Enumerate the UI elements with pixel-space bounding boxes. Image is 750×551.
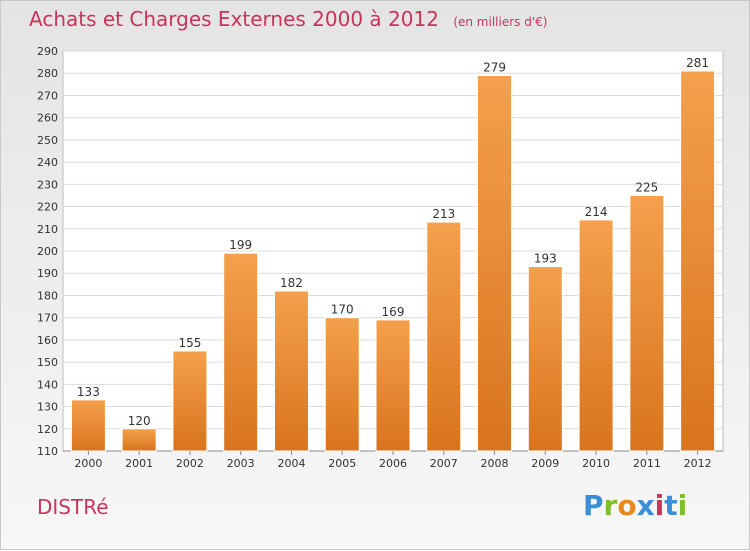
logo-letter: r xyxy=(603,489,618,522)
logo-letter: P xyxy=(583,489,604,522)
bar-2009 xyxy=(527,266,563,452)
y-tick-label: 240 xyxy=(37,156,58,169)
y-tick-label: 200 xyxy=(37,245,58,258)
logo-letter: i xyxy=(654,489,665,522)
data-label: 225 xyxy=(635,180,658,194)
x-tick-label: 2003 xyxy=(227,457,255,470)
x-tick-label: 2007 xyxy=(430,457,458,470)
data-label: 169 xyxy=(382,305,405,319)
x-tick-label: 2006 xyxy=(379,457,407,470)
bar-2008 xyxy=(477,74,513,452)
data-label: 170 xyxy=(331,303,354,317)
chart-title: Achats et Charges Externes 2000 à 2012 (… xyxy=(29,7,547,31)
bar-2011 xyxy=(629,194,665,452)
data-label: 281 xyxy=(686,56,709,70)
y-tick-label: 280 xyxy=(37,67,58,80)
x-tick-label: 2001 xyxy=(125,457,153,470)
y-tick-label: 290 xyxy=(37,45,58,58)
bar-2006 xyxy=(375,319,411,452)
logo-letter: o xyxy=(617,489,637,522)
y-tick-label: 170 xyxy=(37,312,58,325)
data-label: 214 xyxy=(585,205,608,219)
logo-letter: i xyxy=(677,489,688,522)
x-tick-label: 2009 xyxy=(531,457,559,470)
data-label: 133 xyxy=(77,385,100,399)
y-tick-label: 220 xyxy=(37,201,58,214)
bar-2002 xyxy=(172,350,208,452)
bar-2000 xyxy=(70,399,106,452)
x-tick-label: 2011 xyxy=(633,457,661,470)
data-label: 279 xyxy=(483,60,506,74)
y-tick-label: 130 xyxy=(37,401,58,414)
y-tick-label: 260 xyxy=(37,112,58,125)
x-tick-label: 2000 xyxy=(74,457,102,470)
y-tick-label: 210 xyxy=(37,223,58,236)
chart-unit-label: (en milliers d'€) xyxy=(453,15,548,29)
logo-letter: t xyxy=(664,489,678,522)
bar-2005 xyxy=(324,317,360,452)
x-tick-label: 2012 xyxy=(684,457,712,470)
data-label: 120 xyxy=(128,414,151,428)
bar-2012 xyxy=(680,70,716,452)
data-label: 199 xyxy=(229,238,252,252)
y-tick-label: 120 xyxy=(37,423,58,436)
x-tick-label: 2008 xyxy=(481,457,509,470)
y-tick-label: 190 xyxy=(37,267,58,280)
bar-2010 xyxy=(578,219,614,452)
data-label: 182 xyxy=(280,276,303,290)
y-tick-label: 230 xyxy=(37,178,58,191)
x-tick-label: 2002 xyxy=(176,457,204,470)
bar-2001 xyxy=(121,428,157,452)
data-label: 193 xyxy=(534,252,557,266)
x-tick-label: 2010 xyxy=(582,457,610,470)
y-tick-label: 110 xyxy=(37,445,58,458)
bar-2007 xyxy=(426,221,462,452)
y-tick-label: 160 xyxy=(37,334,58,347)
commune-name: DISTRé xyxy=(37,495,109,519)
logo-letter: x xyxy=(636,489,655,522)
y-tick-label: 140 xyxy=(37,378,58,391)
y-tick-label: 180 xyxy=(37,289,58,302)
y-tick-label: 250 xyxy=(37,134,58,147)
data-label: 155 xyxy=(178,336,201,350)
proxiti-logo: Proxiti xyxy=(583,489,687,522)
data-label: 213 xyxy=(432,207,455,221)
bar-2003 xyxy=(223,252,259,452)
y-tick-label: 150 xyxy=(37,356,58,369)
chart-title-text: Achats et Charges Externes 2000 à 2012 xyxy=(29,7,439,31)
x-tick-label: 2005 xyxy=(328,457,356,470)
x-tick-label: 2004 xyxy=(277,457,305,470)
y-tick-label: 270 xyxy=(37,89,58,102)
bar-2004 xyxy=(273,290,309,452)
